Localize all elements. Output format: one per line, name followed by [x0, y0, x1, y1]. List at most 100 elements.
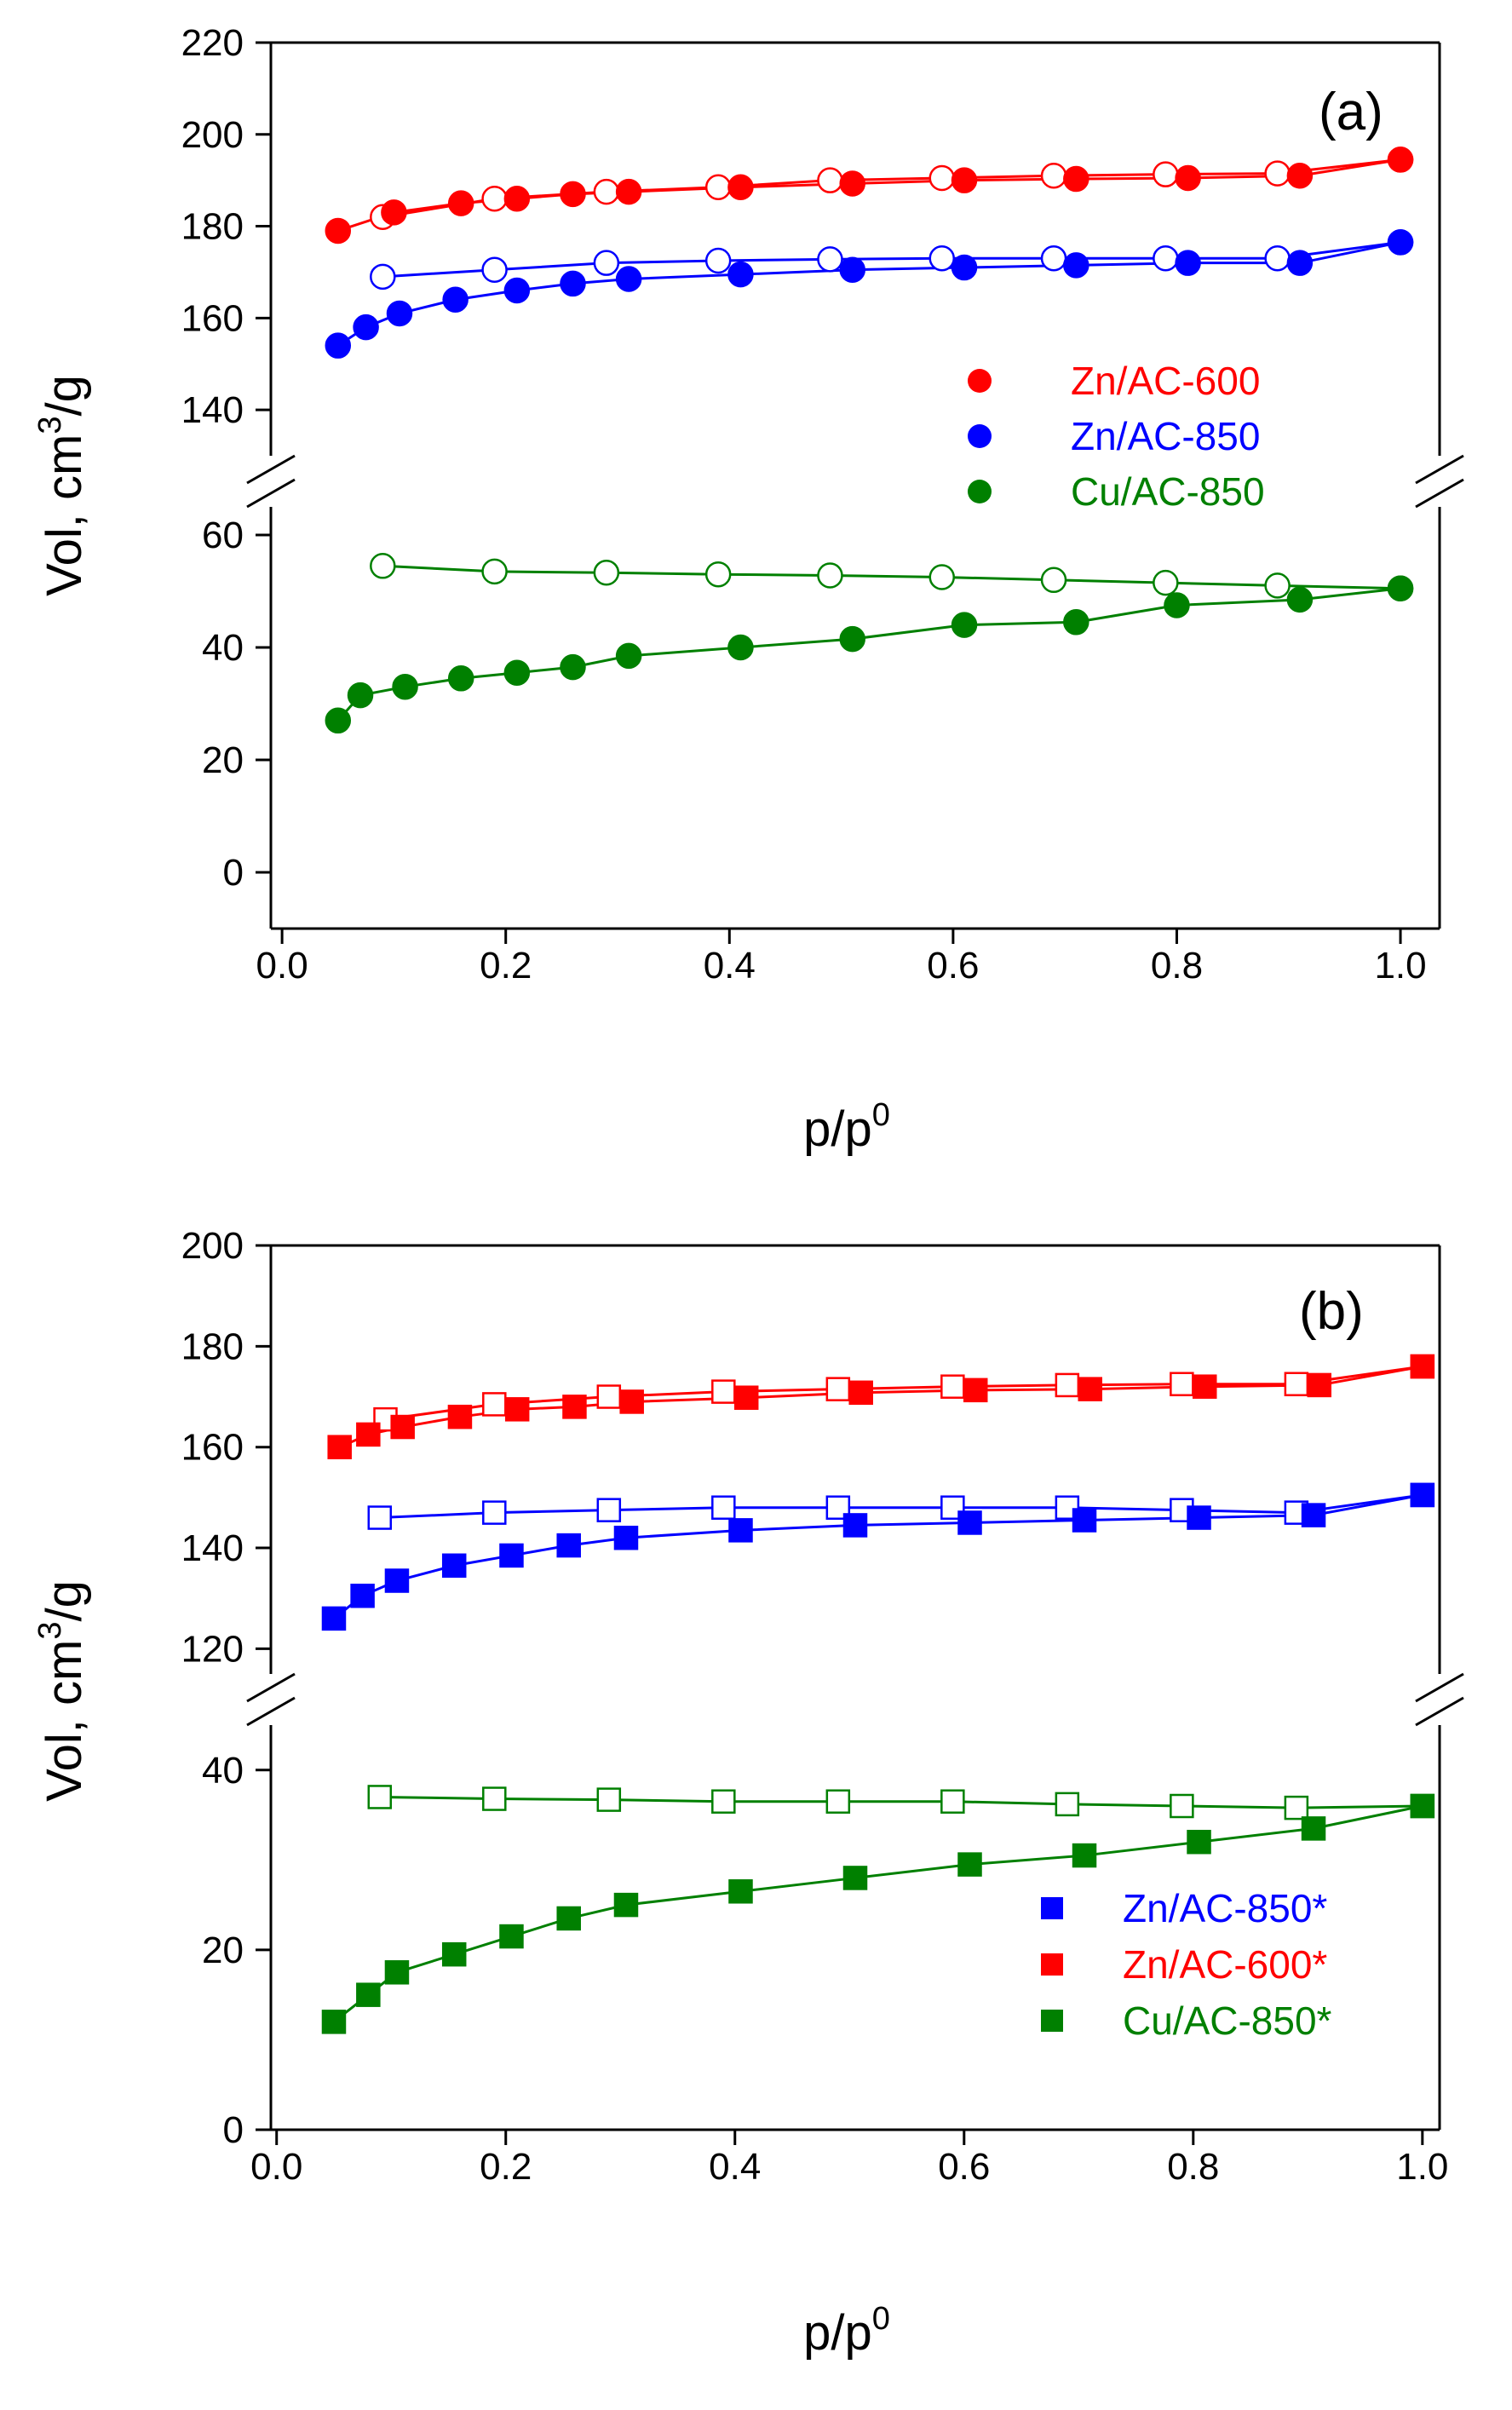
adsorption-point	[1387, 229, 1414, 256]
desorption-point	[481, 256, 508, 283]
desorption-line	[379, 1493, 1423, 1520]
adsorption-point	[615, 178, 642, 205]
x-tick-label: 0.6	[938, 2146, 990, 2188]
x-tick-label: 0.0	[250, 2146, 302, 2188]
y-tick-label: 180	[181, 1326, 244, 1367]
x-axis-label-sup: 0	[872, 2301, 890, 2337]
adsorption-point	[1063, 609, 1089, 636]
desorption-point	[1153, 245, 1179, 272]
desorption-point	[928, 164, 956, 192]
desorption-point	[482, 1786, 507, 1811]
desorption-point	[1170, 1372, 1194, 1396]
legend: Zn/AC-600 Zn/AC-850 Cu/AC-850	[968, 359, 1265, 514]
adsorption-point	[1307, 1372, 1332, 1398]
adsorption-point	[1410, 1354, 1435, 1379]
adsorption-point	[392, 673, 418, 700]
desorption-point	[370, 263, 396, 290]
adsorption-point	[560, 181, 586, 208]
desorption-point	[704, 561, 732, 588]
desorption-point	[593, 178, 620, 205]
axis-break-mark	[246, 454, 296, 485]
y-tick-label: 200	[181, 1225, 244, 1267]
y-axis-label-text: Vol, cm	[37, 434, 92, 596]
desorption-point	[596, 1787, 622, 1812]
x-axis-label-sup: 0	[872, 1097, 890, 1133]
adsorption-point	[499, 1924, 524, 1949]
y-tick-label: 40	[202, 1750, 244, 1792]
x-axis-label-text: p/p	[803, 2305, 872, 2361]
y-tick-label: 60	[202, 515, 244, 556]
adsorption-point	[325, 217, 352, 244]
axis-break-mark	[246, 1696, 296, 1727]
legend-label: Cu/AC-850*	[1123, 1999, 1332, 2043]
adsorption-point	[560, 653, 586, 681]
adsorption-point	[447, 665, 474, 692]
adsorption-point	[1286, 163, 1314, 189]
adsorption-point	[619, 1389, 644, 1414]
adsorption-point	[325, 332, 352, 359]
adsorption-point	[321, 2010, 347, 2034]
desorption-point	[482, 1500, 507, 1525]
adsorption-point	[1410, 1793, 1435, 1819]
adsorption-point	[615, 642, 642, 670]
y-tick-label: 180	[181, 206, 244, 248]
desorption-point	[711, 1379, 736, 1404]
adsorption-point	[327, 1435, 352, 1459]
adsorption-point	[353, 313, 379, 341]
y-tick-label: 40	[202, 627, 244, 669]
adsorption-point	[1175, 164, 1201, 192]
adsorption-point	[727, 261, 754, 288]
adsorption-point	[499, 1543, 524, 1568]
adsorption-point	[350, 1584, 375, 1608]
desorption-point	[596, 1384, 622, 1409]
panel-label: (b)	[1299, 1282, 1364, 1341]
adsorption-point	[442, 286, 469, 313]
adsorption-point	[381, 199, 407, 226]
adsorption-point	[1164, 592, 1190, 618]
desorption-point	[1153, 161, 1179, 187]
adsorption-point	[727, 174, 754, 200]
y-tick-label: 200	[181, 114, 244, 156]
desorption-line	[382, 564, 1401, 590]
adsorption-point	[1387, 575, 1414, 601]
adsorption-point	[325, 707, 352, 734]
adsorption-point	[839, 256, 865, 283]
desorption-point	[1170, 1793, 1194, 1819]
series-cu-ac-850	[325, 553, 1414, 734]
adsorption-point	[447, 190, 474, 216]
desorption-point	[482, 1392, 507, 1417]
adsorption-point	[728, 1879, 753, 1904]
adsorption-point	[1410, 1482, 1435, 1508]
adsorption-point	[842, 1866, 868, 1890]
adsorption-point	[957, 1852, 982, 1877]
x-axis-label-text: p/p	[803, 1101, 872, 1157]
adsorption-point	[839, 170, 865, 197]
y-axis-label-sup: 3	[32, 417, 68, 434]
x-tick-label: 0.0	[256, 945, 308, 986]
series-zn-ac-600	[325, 147, 1414, 244]
adsorption-point	[384, 1960, 410, 1985]
y-tick-label: 120	[181, 1628, 244, 1670]
x-tick-label: 0.2	[480, 945, 532, 986]
adsorption-point	[1187, 1505, 1211, 1530]
desorption-point	[1153, 569, 1179, 596]
desorption-point	[1055, 1495, 1080, 1520]
y-tick-label: 20	[202, 739, 244, 781]
adsorption-point	[503, 659, 531, 686]
legend-marker	[1041, 2010, 1063, 2032]
y-axis-label: Vol, cm3/g	[32, 1580, 92, 1802]
desorption-point	[928, 564, 956, 590]
adsorption-point	[1286, 250, 1314, 276]
legend-label: Zn/AC-600	[1071, 359, 1260, 403]
adsorption-point	[1078, 1377, 1102, 1401]
desorption-point	[817, 246, 843, 273]
x-tick-label: 0.6	[927, 945, 979, 986]
adsorption-point	[441, 1941, 467, 1967]
legend-label: Zn/AC-600*	[1123, 1942, 1327, 1987]
desorption-point	[940, 1374, 965, 1399]
desorption-point	[596, 1498, 622, 1522]
adsorption-point	[356, 1422, 381, 1447]
adsorption-point	[504, 1397, 530, 1422]
desorption-point	[1055, 1372, 1080, 1398]
adsorption-point	[447, 1404, 473, 1429]
